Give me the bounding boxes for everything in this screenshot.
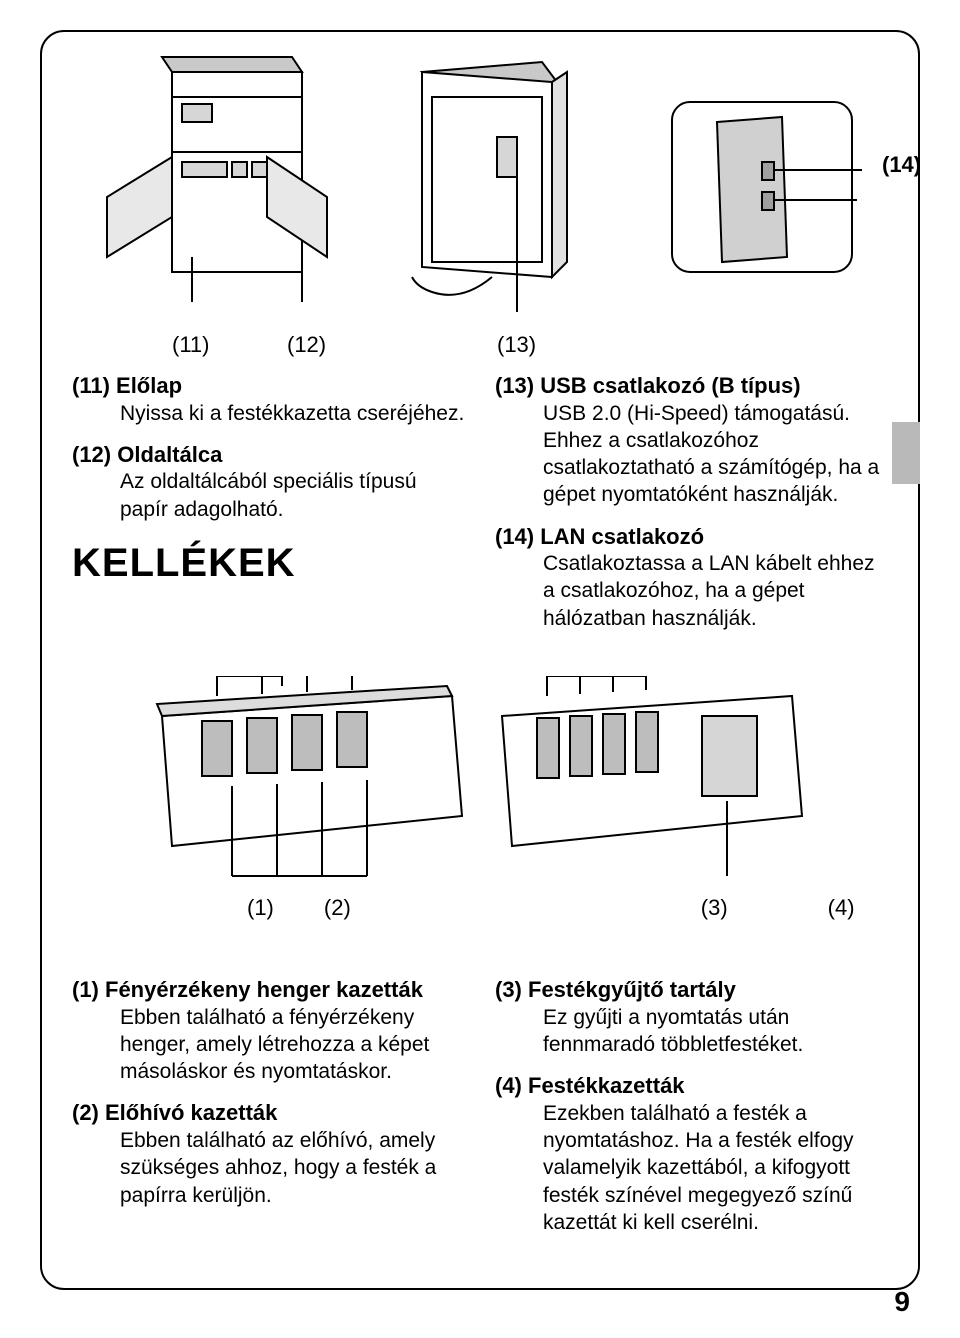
callout-12: (12) (287, 332, 326, 358)
top-text-columns: (11) Előlap Nyissa ki a festékkazetta cs… (72, 372, 888, 646)
callout-13: (13) (497, 332, 536, 358)
item-14-desc: Csatlakoztassa a LAN kábelt ehhez a csat… (495, 550, 888, 632)
item-4: (4) Festékkazetták Ezekben található a f… (495, 1072, 888, 1236)
copier-back-illustration (402, 57, 652, 312)
page-number: 9 (894, 1286, 910, 1318)
bottom-left-col: (1) Fényérzékeny henger kazetták Ebben t… (72, 976, 465, 1250)
item-11-desc: Nyissa ki a festékkazetta cseréjéhez. (72, 400, 465, 427)
top-diagram: (14) (11) (12) (13) (72, 52, 888, 352)
supplies-left-illustration (152, 676, 472, 886)
item-13-desc: USB 2.0 (Hi-Speed) támogatású. Ehhez a c… (495, 400, 888, 509)
item-1-title: (1) Fényérzékeny henger kazetták (72, 976, 465, 1004)
port-detail-illustration (662, 92, 862, 282)
callout-2: (2) (324, 895, 351, 921)
item-3-title: (3) Festékgyűjtő tartály (495, 976, 888, 1004)
copier-front-illustration (102, 52, 332, 302)
item-12: (12) Oldaltálca Az oldaltálcából speciál… (72, 441, 465, 523)
item-1: (1) Fényérzékeny henger kazetták Ebben t… (72, 976, 465, 1085)
item-2-title: (2) Előhívó kazetták (72, 1099, 465, 1127)
bottom-text-columns: (1) Fényérzékeny henger kazetták Ebben t… (72, 976, 888, 1250)
item-14: (14) LAN csatlakozó Csatlakoztassa a LAN… (495, 523, 888, 632)
item-2-desc: Ebben található az előhívó, amely szüksé… (72, 1127, 465, 1209)
callout-1: (1) (247, 895, 274, 921)
section-heading: KELLÉKEK (72, 541, 465, 586)
item-11: (11) Előlap Nyissa ki a festékkazetta cs… (72, 372, 465, 427)
item-13: (13) USB csatlakozó (B típus) USB 2.0 (H… (495, 372, 888, 509)
mid-diagram: (1) (2) (3) (4) (72, 676, 888, 926)
page-frame: (14) (11) (12) (13) (11) Előlap Nyissa k… (40, 30, 920, 1290)
callout-3: (3) (701, 895, 728, 921)
bottom-right-col: (3) Festékgyűjtő tartály Ez gyűjti a nyo… (495, 976, 888, 1250)
top-left-col: (11) Előlap Nyissa ki a festékkazetta cs… (72, 372, 465, 646)
item-4-desc: Ezekben található a festék a nyomtatásho… (495, 1100, 888, 1236)
item-14-title: (14) LAN csatlakozó (495, 523, 888, 551)
callout-14: (14) (882, 152, 921, 178)
item-2: (2) Előhívó kazetták Ebben található az … (72, 1099, 465, 1208)
top-right-col: (13) USB csatlakozó (B típus) USB 2.0 (H… (495, 372, 888, 646)
side-tab (892, 422, 920, 484)
item-11-title: (11) Előlap (72, 372, 465, 400)
item-3-desc: Ez gyűjti a nyomtatás után fennmaradó tö… (495, 1004, 888, 1059)
item-12-desc: Az oldaltálcából speciális típusú papír … (72, 468, 465, 523)
item-4-title: (4) Festékkazetták (495, 1072, 888, 1100)
supplies-right-illustration (492, 676, 812, 886)
callout-11: (11) (172, 332, 210, 358)
item-3: (3) Festékgyűjtő tartály Ez gyűjti a nyo… (495, 976, 888, 1058)
item-1-desc: Ebben található a fényérzékeny henger, a… (72, 1004, 465, 1086)
callout-4: (4) (828, 895, 855, 921)
item-12-title: (12) Oldaltálca (72, 441, 465, 469)
item-13-title: (13) USB csatlakozó (B típus) (495, 372, 888, 400)
